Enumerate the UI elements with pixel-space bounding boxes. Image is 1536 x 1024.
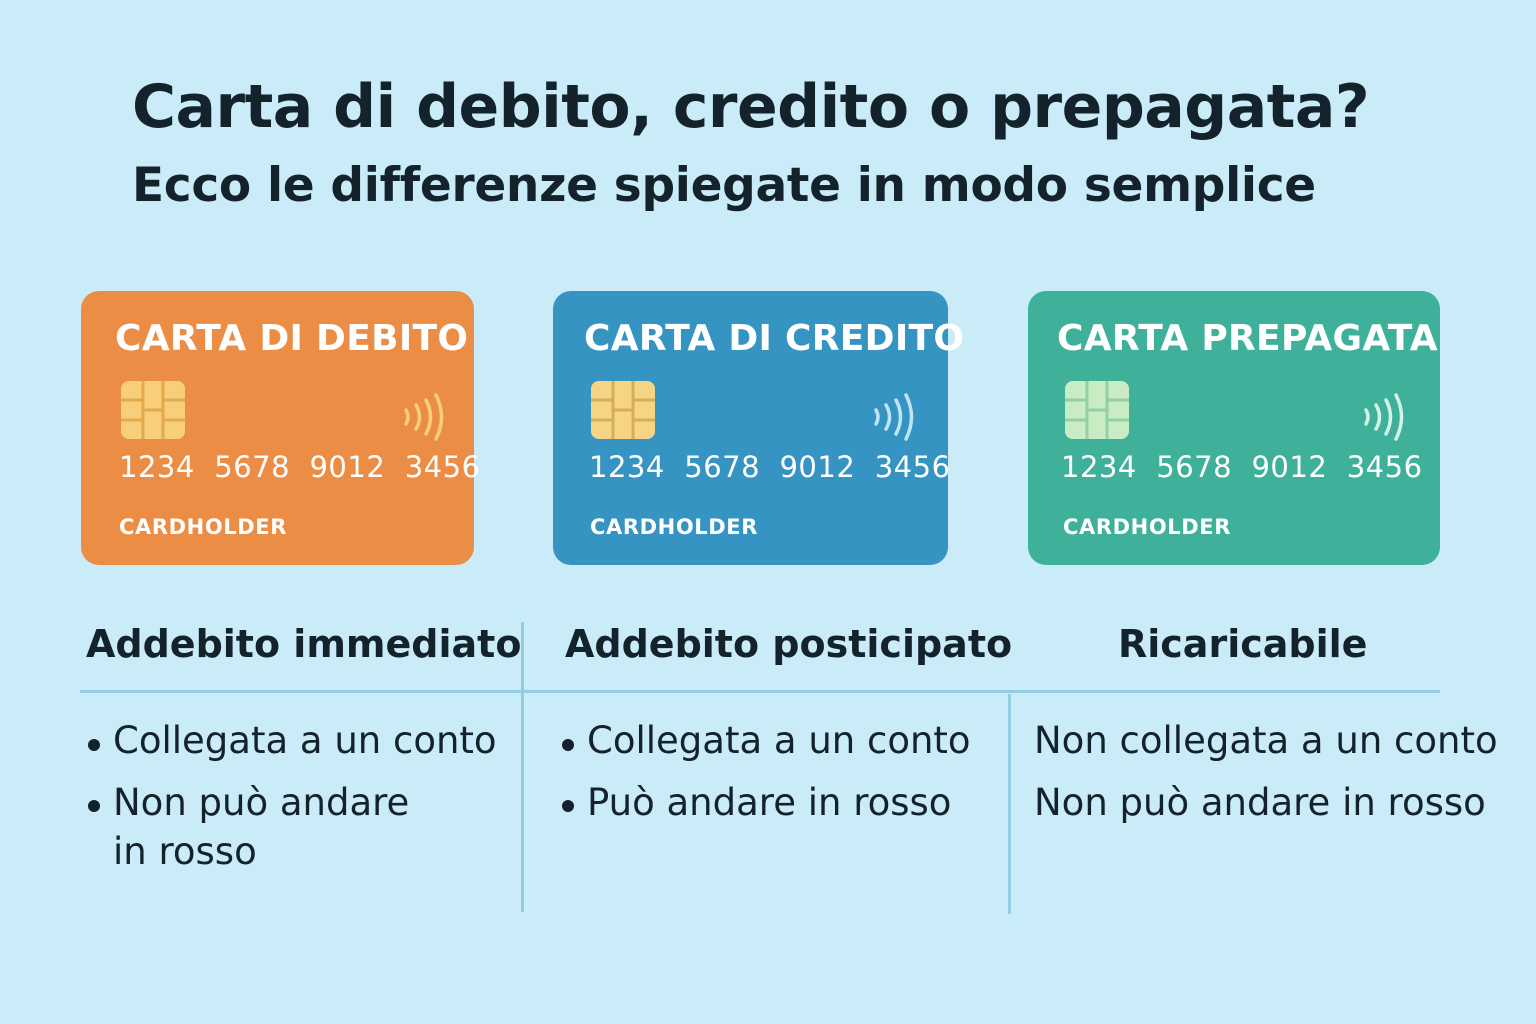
chip-icon <box>1065 381 1129 439</box>
prepaid-card-number: 1234 5678 9012 3456 <box>1061 450 1423 484</box>
debit-cardholder: CARDHOLDER <box>119 515 288 539</box>
contactless-icon <box>400 393 446 441</box>
debit-card-name: CARTA DI DEBITO <box>115 318 469 359</box>
list-item: Collegata a un conto <box>587 719 971 762</box>
list-item: Non può andare in rosso <box>1034 781 1486 824</box>
list-item: Non collegata a un conto <box>1034 719 1498 762</box>
list-item: Collegata a un conto <box>113 719 497 762</box>
chip-icon <box>591 381 655 439</box>
page-subtitle: Ecco le differenze spiegate in modo semp… <box>132 158 1316 213</box>
bullet-icon <box>88 800 100 812</box>
table-divider-horizontal <box>80 690 1440 693</box>
bullet-icon <box>88 739 100 751</box>
contactless-icon <box>1360 393 1406 441</box>
column-header-credit: Addebito posticipato <box>565 622 1013 666</box>
contactless-icon <box>870 393 916 441</box>
credit-card-name: CARTA DI CREDITO <box>584 318 965 359</box>
table-divider-vertical <box>1008 694 1011 914</box>
page-title: Carta di debito, credito o prepagata? <box>132 72 1370 142</box>
list-item: Non può andare <box>113 781 410 824</box>
list-item: Può andare in rosso <box>587 781 952 824</box>
prepaid-cardholder: CARDHOLDER <box>1063 515 1232 539</box>
credit-card-number: 1234 5678 9012 3456 <box>589 450 951 484</box>
debit-card-number: 1234 5678 9012 3456 <box>119 450 481 484</box>
prepaid-card-name: CARTA PREPAGATA <box>1057 318 1438 359</box>
table-divider-vertical <box>521 622 524 912</box>
column-header-prepaid: Ricaricabile <box>1118 622 1368 666</box>
chip-icon <box>121 381 185 439</box>
column-header-debit: Addebito immediato <box>86 622 522 666</box>
bullet-icon <box>562 739 574 751</box>
bullet-icon <box>562 800 574 812</box>
credit-cardholder: CARDHOLDER <box>590 515 759 539</box>
list-item: in rosso <box>113 830 257 873</box>
